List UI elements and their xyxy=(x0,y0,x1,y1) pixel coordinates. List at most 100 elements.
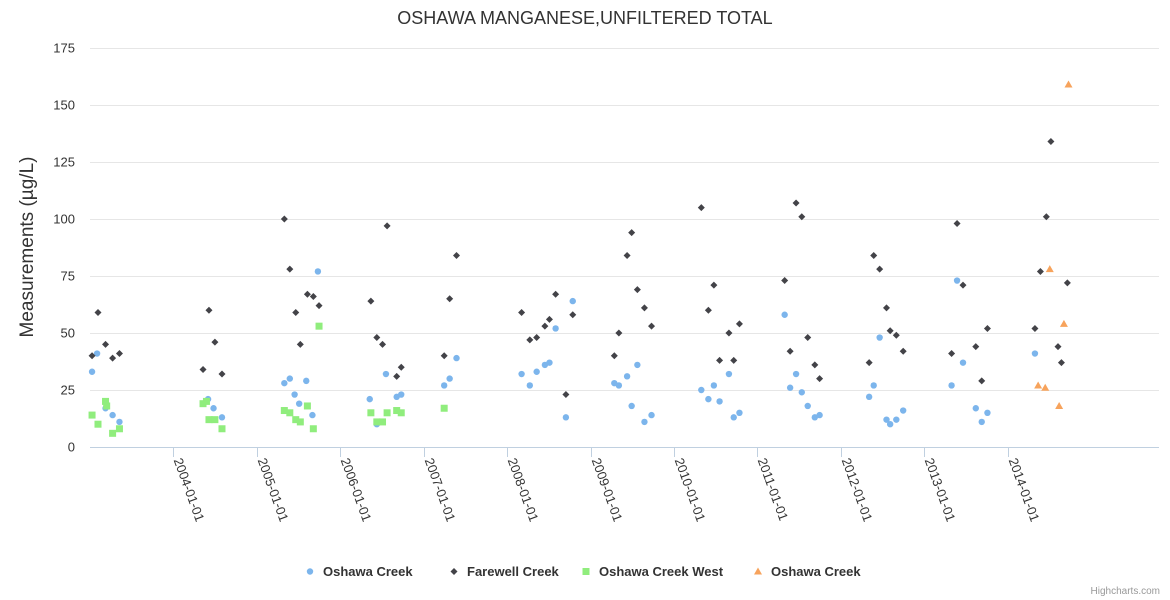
data-point[interactable] xyxy=(876,265,884,273)
data-point[interactable] xyxy=(397,409,405,417)
data-point[interactable] xyxy=(972,405,979,412)
data-point[interactable] xyxy=(865,393,873,401)
data-point[interactable] xyxy=(541,322,549,330)
data-point[interactable] xyxy=(440,352,448,360)
data-point[interactable] xyxy=(102,340,110,348)
credits-link[interactable]: Highcharts.com xyxy=(1091,586,1160,597)
data-point[interactable] xyxy=(393,407,401,415)
data-point[interactable] xyxy=(292,308,300,316)
legend-symbol[interactable] xyxy=(754,567,762,575)
data-point[interactable] xyxy=(786,384,794,391)
data-point[interactable] xyxy=(367,297,375,305)
data-point[interactable] xyxy=(286,265,294,273)
data-point[interactable] xyxy=(1031,324,1039,332)
data-point[interactable] xyxy=(296,340,304,348)
data-point[interactable] xyxy=(811,414,819,421)
data-point[interactable] xyxy=(886,327,894,335)
data-point[interactable] xyxy=(641,418,648,426)
data-point[interactable] xyxy=(526,336,534,344)
data-point[interactable] xyxy=(103,402,111,410)
data-point[interactable] xyxy=(1031,350,1039,357)
data-point[interactable] xyxy=(1055,401,1064,409)
data-point[interactable] xyxy=(218,414,226,421)
data-point[interactable] xyxy=(373,334,381,342)
data-point[interactable] xyxy=(953,277,961,284)
data-point[interactable] xyxy=(116,418,123,426)
data-point[interactable] xyxy=(865,359,873,367)
data-point[interactable] xyxy=(633,286,641,294)
data-point[interactable] xyxy=(533,368,540,375)
data-point[interactable] xyxy=(634,361,641,369)
data-point[interactable] xyxy=(883,304,891,312)
data-point[interactable] xyxy=(88,352,96,360)
data-point[interactable] xyxy=(397,363,405,371)
data-point[interactable] xyxy=(291,391,298,398)
data-point[interactable] xyxy=(1059,319,1068,327)
data-point[interactable] xyxy=(628,402,635,410)
data-point[interactable] xyxy=(725,329,733,337)
data-point[interactable] xyxy=(569,311,577,319)
data-point[interactable] xyxy=(725,370,733,378)
data-point[interactable] xyxy=(102,397,110,405)
data-point[interactable] xyxy=(1045,265,1054,273)
data-point[interactable] xyxy=(816,411,823,419)
data-point[interactable] xyxy=(552,325,559,332)
data-point[interactable] xyxy=(88,411,96,419)
data-point[interactable] xyxy=(1034,381,1043,389)
data-point[interactable] xyxy=(446,375,453,382)
data-point[interactable] xyxy=(899,347,907,355)
legend-item[interactable]: Farewell Creek xyxy=(450,564,560,579)
data-point[interactable] xyxy=(210,405,217,412)
data-point[interactable] xyxy=(382,370,390,378)
data-point[interactable] xyxy=(309,411,316,419)
data-point[interactable] xyxy=(94,420,102,428)
data-point[interactable] xyxy=(792,199,800,207)
data-point[interactable] xyxy=(972,343,980,351)
legend-item[interactable]: Oshawa Creek xyxy=(306,564,414,579)
data-point[interactable] xyxy=(373,418,381,426)
data-point[interactable] xyxy=(730,414,737,421)
data-point[interactable] xyxy=(893,416,900,423)
data-point[interactable] xyxy=(440,404,448,412)
data-point[interactable] xyxy=(109,354,117,362)
data-point[interactable] xyxy=(1054,343,1062,351)
data-point[interactable] xyxy=(899,407,907,414)
data-point[interactable] xyxy=(1042,213,1050,221)
data-point[interactable] xyxy=(303,402,311,410)
data-point[interactable] xyxy=(562,391,570,399)
data-point[interactable] xyxy=(205,416,213,424)
data-point[interactable] xyxy=(735,320,743,328)
data-point[interactable] xyxy=(518,370,525,378)
data-point[interactable] xyxy=(953,220,961,228)
data-point[interactable] xyxy=(533,334,541,342)
data-point[interactable] xyxy=(383,222,391,230)
data-point[interactable] xyxy=(1036,267,1044,275)
data-point[interactable] xyxy=(959,359,967,366)
data-point[interactable] xyxy=(948,350,956,358)
legend-symbol[interactable] xyxy=(306,568,314,575)
data-point[interactable] xyxy=(786,347,794,355)
data-point[interactable] xyxy=(876,334,883,341)
data-point[interactable] xyxy=(545,315,553,323)
data-point[interactable] xyxy=(792,370,800,378)
data-point[interactable] xyxy=(648,322,656,330)
data-point[interactable] xyxy=(697,204,705,212)
data-point[interactable] xyxy=(286,375,294,382)
data-point[interactable] xyxy=(202,397,210,405)
data-point[interactable] xyxy=(309,293,317,301)
data-point[interactable] xyxy=(367,409,375,417)
data-point[interactable] xyxy=(526,382,534,389)
data-point[interactable] xyxy=(811,361,819,369)
data-point[interactable] xyxy=(280,407,288,415)
data-point[interactable] xyxy=(303,377,310,385)
data-point[interactable] xyxy=(984,409,991,416)
data-point[interactable] xyxy=(446,295,454,303)
data-point[interactable] xyxy=(115,425,123,433)
data-point[interactable] xyxy=(710,382,718,389)
data-point[interactable] xyxy=(816,375,824,383)
data-point[interactable] xyxy=(109,429,117,437)
legend-label[interactable]: Oshawa Creek xyxy=(323,564,413,579)
data-point[interactable] xyxy=(716,356,724,364)
data-point[interactable] xyxy=(798,213,806,221)
data-point[interactable] xyxy=(1063,279,1071,287)
